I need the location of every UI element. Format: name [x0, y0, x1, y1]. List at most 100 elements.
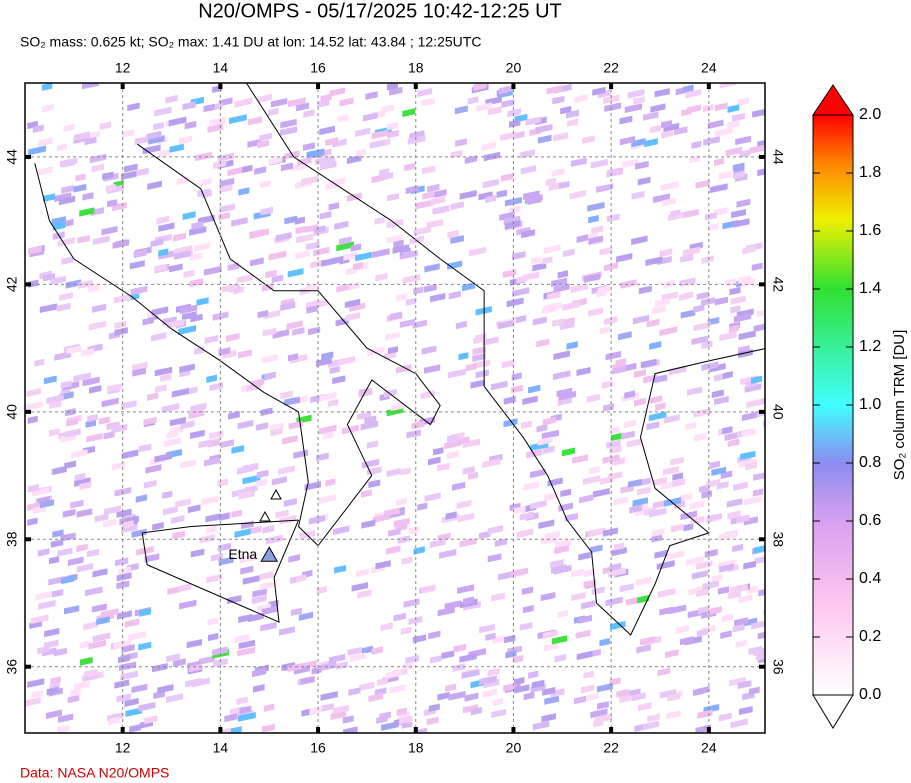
so2-pixel — [138, 443, 152, 453]
so2-pixel — [613, 496, 628, 506]
coastline — [141, 519, 299, 623]
so2-pixel — [494, 538, 508, 548]
so2-pixel — [596, 183, 614, 193]
so2-pixel — [428, 630, 441, 640]
so2-pixel — [409, 130, 425, 140]
so2-pixel — [675, 625, 689, 634]
so2-pixel — [629, 504, 643, 514]
so2-pixel — [640, 358, 657, 369]
so2-pixel — [583, 273, 601, 283]
so2-pixel — [758, 586, 765, 597]
so2-pixel — [73, 131, 91, 141]
so2-pixel — [91, 163, 104, 173]
so2-pixel — [609, 620, 626, 631]
so2-pixel — [753, 472, 765, 481]
so2-pixel — [262, 354, 278, 364]
so2-pixel — [271, 476, 288, 486]
so2-pixel — [496, 189, 508, 198]
so2-pixel — [27, 678, 45, 688]
so2-pixel — [84, 136, 97, 146]
so2-pixel — [325, 478, 336, 487]
so2-pixel — [238, 349, 252, 359]
so2-pixel — [733, 312, 752, 323]
so2-pixel — [514, 684, 530, 694]
so2-pixel — [84, 668, 98, 678]
so2-pixel — [696, 628, 708, 637]
so2-pixel — [146, 130, 162, 140]
so2-pixel — [454, 105, 468, 115]
so2-pixel — [177, 583, 192, 593]
so2-pixel — [685, 555, 704, 566]
so2-pixel — [25, 401, 43, 411]
so2-pixel — [606, 167, 621, 177]
so2-pixel — [101, 397, 119, 408]
so2-pixel — [44, 627, 60, 638]
so2-pixel — [313, 246, 330, 257]
so2-pixel — [627, 478, 642, 488]
so2-pixel — [179, 459, 197, 469]
so2-pixel — [275, 232, 292, 242]
so2-pixel — [681, 108, 692, 117]
so2-pixel — [554, 538, 572, 549]
so2-pixel — [395, 497, 407, 507]
volcano-marker — [260, 546, 279, 562]
so2-pixel — [619, 694, 632, 704]
so2-pixel — [748, 686, 760, 695]
so2-pixel — [319, 125, 336, 136]
so2-pixel — [207, 617, 219, 626]
so2-pixel — [389, 684, 405, 694]
so2-pixel — [616, 688, 630, 698]
so2-pixel — [553, 350, 571, 360]
so2-pixel — [472, 353, 486, 362]
so2-pixel — [520, 165, 536, 175]
so2-pixel — [603, 262, 618, 272]
so2-pixel — [444, 600, 462, 610]
so2-pixel — [609, 426, 620, 435]
so2-pixel — [87, 548, 99, 558]
so2-pixel — [92, 235, 110, 246]
so2-pixel — [401, 556, 413, 565]
so2-pixel — [587, 201, 605, 212]
so2-pixel — [567, 118, 579, 127]
so2-pixel — [341, 424, 359, 435]
so2-pixel — [116, 572, 132, 582]
so2-pixel — [131, 683, 148, 694]
so2-pixel — [343, 251, 358, 261]
so2-pixel — [170, 515, 185, 525]
so2-pixel — [367, 346, 385, 357]
so2-pixel — [504, 634, 516, 644]
so2-pixel — [561, 447, 575, 457]
so2-pixel — [530, 256, 542, 265]
lat-tick-label: 44 — [4, 149, 20, 165]
so2-pixel — [278, 626, 295, 636]
colorbar-min-arrow — [812, 694, 854, 729]
so2-pixel — [306, 305, 318, 314]
so2-pixel — [337, 356, 356, 366]
so2-pixel — [362, 112, 378, 122]
so2-pixel — [206, 374, 217, 383]
so2-pixel — [575, 629, 591, 639]
so2-pixel — [464, 692, 479, 702]
so2-pixel — [218, 212, 230, 221]
so2-pixel — [355, 568, 370, 578]
so2-pixel — [430, 655, 442, 664]
so2-pixel — [121, 129, 135, 138]
lat-tick-label: 36 — [770, 659, 786, 675]
so2-pixel — [41, 83, 53, 91]
so2-pixel — [751, 262, 763, 271]
so2-pixel — [482, 178, 499, 189]
so2-pixel — [207, 123, 224, 133]
so2-pixel — [473, 359, 491, 369]
so2-pixel — [154, 384, 167, 393]
so2-pixel — [287, 663, 303, 673]
so2-pixel — [102, 171, 114, 180]
so2-pixel — [605, 350, 622, 361]
so2-pixel — [615, 358, 627, 367]
so2-pixel — [743, 560, 757, 570]
so2-pixel — [360, 420, 379, 431]
so2-pixel — [227, 262, 240, 271]
so2-pixel — [399, 318, 416, 329]
so2-pixel — [262, 327, 277, 337]
so2-pixel — [280, 390, 293, 400]
so2-pixel — [77, 234, 90, 244]
